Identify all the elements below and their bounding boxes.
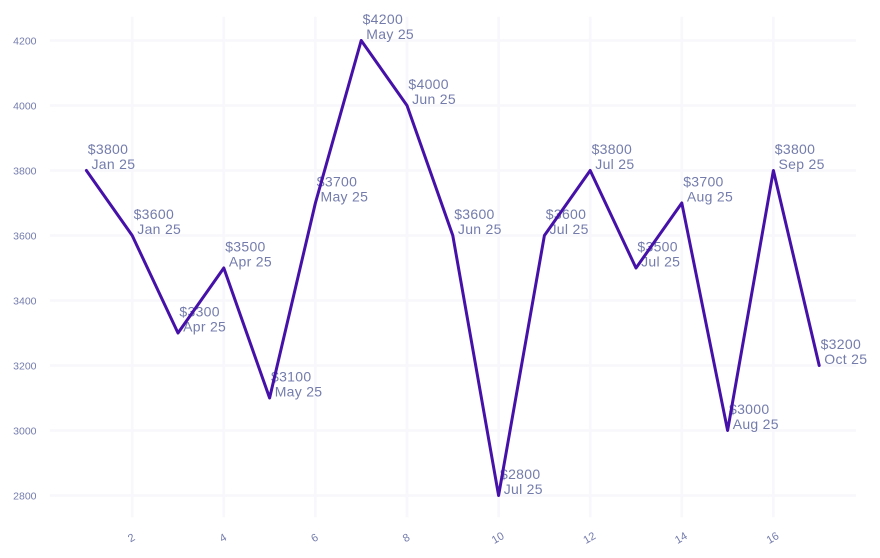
svg-text:$3600: $3600 — [454, 206, 494, 222]
svg-text:Aug 25: Aug 25 — [733, 416, 779, 432]
svg-text:8: 8 — [401, 532, 412, 545]
svg-text:May 25: May 25 — [275, 384, 323, 400]
svg-text:$2800: $2800 — [500, 466, 540, 482]
svg-text:Jun 25: Jun 25 — [458, 221, 502, 237]
svg-text:$3200: $3200 — [821, 336, 861, 352]
svg-text:3600: 3600 — [13, 230, 37, 242]
svg-text:Jan 25: Jan 25 — [92, 156, 136, 172]
svg-text:10: 10 — [490, 530, 507, 547]
svg-text:4200: 4200 — [13, 35, 37, 47]
svg-text:Jul 25: Jul 25 — [550, 221, 589, 237]
svg-text:$3500: $3500 — [225, 239, 265, 255]
svg-text:3200: 3200 — [13, 360, 37, 372]
svg-text:Jul 25: Jul 25 — [641, 254, 680, 270]
svg-text:$4200: $4200 — [363, 11, 403, 27]
svg-text:$3000: $3000 — [729, 401, 769, 417]
svg-text:Jul 25: Jul 25 — [595, 156, 634, 172]
svg-text:2800: 2800 — [13, 490, 37, 502]
svg-text:$3700: $3700 — [317, 174, 357, 190]
svg-text:6: 6 — [309, 532, 320, 545]
svg-text:3800: 3800 — [13, 165, 37, 177]
svg-text:$3600: $3600 — [134, 206, 174, 222]
svg-text:Apr 25: Apr 25 — [183, 319, 226, 335]
svg-text:May 25: May 25 — [321, 189, 369, 205]
svg-text:$3300: $3300 — [179, 304, 219, 320]
svg-text:Jul 25: Jul 25 — [504, 481, 543, 497]
svg-text:Aug 25: Aug 25 — [687, 189, 733, 205]
svg-text:16: 16 — [765, 530, 782, 547]
svg-text:Apr 25: Apr 25 — [229, 254, 272, 270]
svg-text:$3800: $3800 — [88, 141, 128, 157]
svg-text:2: 2 — [126, 532, 137, 545]
svg-text:Sep 25: Sep 25 — [779, 156, 825, 172]
svg-text:4: 4 — [218, 532, 229, 545]
svg-text:$3800: $3800 — [775, 141, 815, 157]
svg-text:3400: 3400 — [13, 295, 37, 307]
svg-text:$3700: $3700 — [683, 174, 723, 190]
svg-text:$3100: $3100 — [271, 369, 311, 385]
svg-text:$3800: $3800 — [592, 141, 632, 157]
svg-text:Oct 25: Oct 25 — [824, 351, 867, 367]
svg-text:14: 14 — [673, 530, 690, 547]
svg-text:$3600: $3600 — [546, 206, 586, 222]
svg-text:$4000: $4000 — [408, 76, 448, 92]
svg-text:$3500: $3500 — [637, 239, 677, 255]
svg-text:3000: 3000 — [13, 425, 37, 437]
svg-text:Jun 25: Jun 25 — [412, 91, 456, 107]
svg-text:4000: 4000 — [13, 100, 37, 112]
svg-text:12: 12 — [581, 530, 598, 547]
svg-text:Jan 25: Jan 25 — [137, 221, 181, 237]
svg-text:May 25: May 25 — [366, 26, 414, 42]
